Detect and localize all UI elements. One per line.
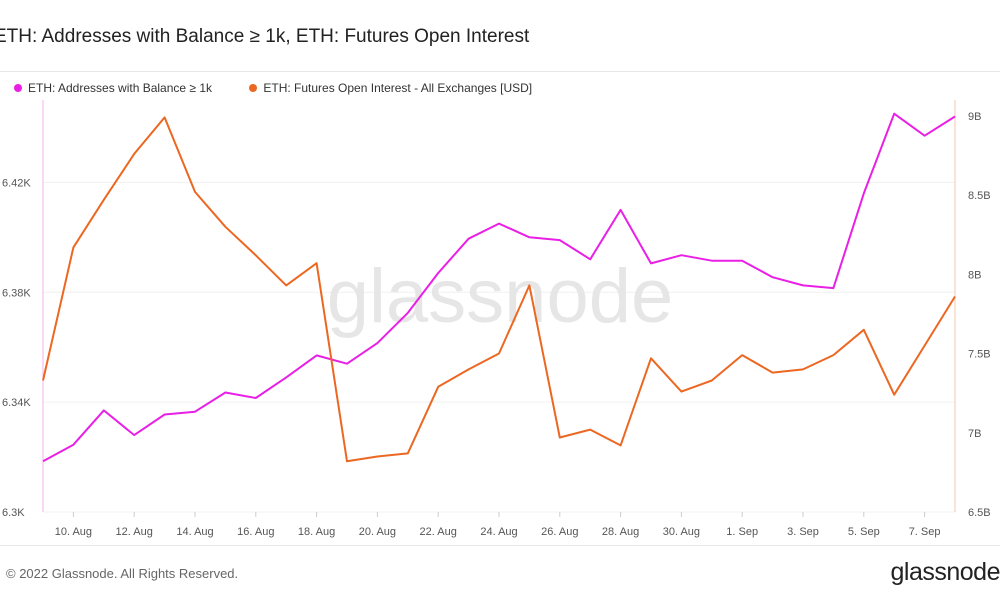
right-tick-label: 8B — [968, 269, 981, 281]
x-tick-label: 10. Aug — [55, 526, 92, 538]
left-tick-label: 6.38K — [2, 287, 31, 299]
x-tick-label: 22. Aug — [420, 526, 457, 538]
left-tick-label: 6.42K — [2, 177, 31, 189]
legend-label-addresses: ETH: Addresses with Balance ≥ 1k — [28, 81, 213, 95]
x-tick-label: 7. Sep — [909, 526, 941, 538]
series-line-addresses[interactable] — [42, 112, 956, 463]
x-tick-label: 12. Aug — [116, 526, 153, 538]
x-tick-label: 20. Aug — [359, 526, 396, 538]
x-tick-label: 3. Sep — [787, 526, 819, 538]
x-tick-label: 1. Sep — [726, 526, 758, 538]
legend-dot-open-interest-icon — [249, 84, 258, 92]
left-tick-label: 6.3K — [2, 507, 25, 519]
x-axis-ticks: 10. Aug 12. Aug 14. Aug 16. Aug 18. Aug 20. A… — [55, 512, 941, 538]
legend-item-addresses[interactable]: ETH: Addresses with Balance ≥ 1k — [14, 81, 212, 95]
right-tick-label: 7B — [968, 428, 981, 440]
legend: ETH: Addresses with Balance ≥ 1k ETH: Fu… — [14, 81, 566, 95]
chart-title: ETH: Addresses with Balance ≥ 1k, ETH: F… — [0, 26, 530, 47]
x-tick-label: 28. Aug — [602, 526, 639, 538]
legend-dot-addresses-icon — [14, 84, 22, 92]
right-axis-ticks: 6.5B 7B 7.5B 8B 8.5B 9B — [968, 111, 991, 519]
x-tick-label: 14. Aug — [176, 526, 213, 538]
footer-logo: glassnode — [890, 558, 1000, 586]
x-tick-label: 18. Aug — [298, 526, 335, 538]
right-tick-label: 9B — [968, 111, 981, 123]
legend-label-open-interest: ETH: Futures Open Interest - All Exchang… — [263, 81, 533, 95]
chart-plot[interactable]: glassnode 6.3K 6.34K 6.38K 6.42K 6.5B 7B 7.5B… — [0, 0, 1000, 545]
footer-copyright: © 2022 Glassnode. All Rights Reserved. — [6, 566, 239, 581]
title-divider — [0, 71, 1000, 72]
footer-divider — [0, 545, 1000, 546]
left-axis-ticks: 6.3K 6.34K 6.38K 6.42K — [2, 177, 31, 519]
legend-item-open-interest[interactable]: ETH: Futures Open Interest - All Exchang… — [249, 81, 532, 95]
grid-lines — [43, 181, 955, 513]
watermark-text: glassnode — [327, 254, 674, 339]
x-tick-label: 26. Aug — [541, 526, 578, 538]
x-tick-label: 30. Aug — [663, 526, 700, 538]
right-tick-label: 8.5B — [968, 190, 991, 202]
x-tick-label: 24. Aug — [480, 526, 517, 538]
x-tick-label: 5. Sep — [848, 526, 880, 538]
series-line-open-interest[interactable] — [42, 116, 956, 463]
series-lines — [42, 112, 956, 463]
x-tick-label: 16. Aug — [237, 526, 274, 538]
left-tick-label: 6.34K — [2, 397, 31, 409]
right-tick-label: 6.5B — [968, 507, 991, 519]
right-tick-label: 7.5B — [968, 349, 991, 361]
